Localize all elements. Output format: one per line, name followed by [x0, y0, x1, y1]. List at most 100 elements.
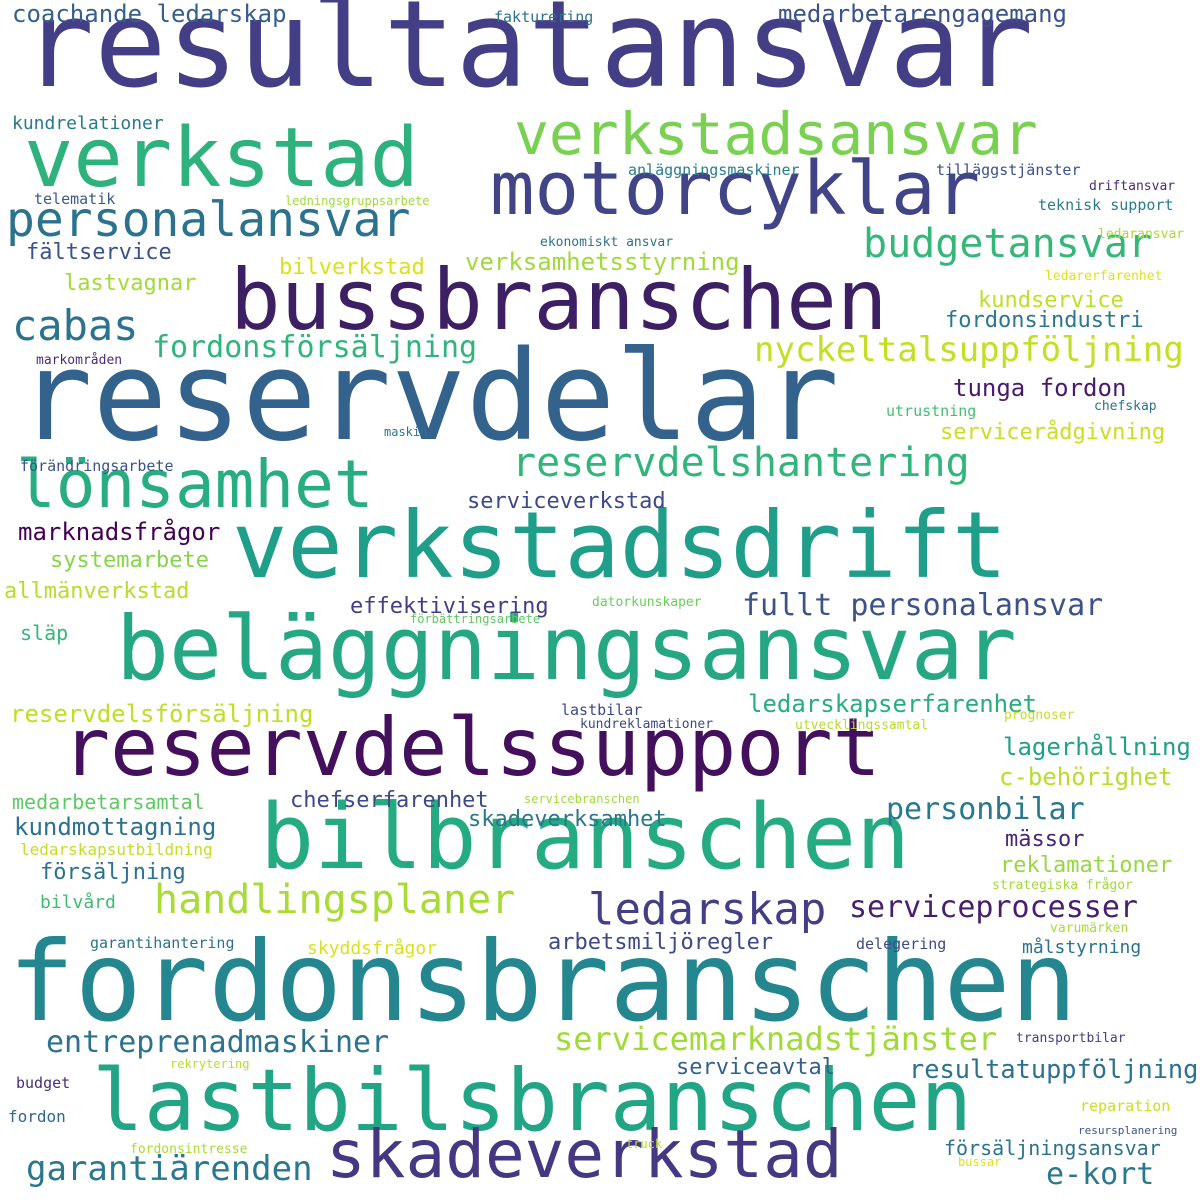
word: teknisk support: [1038, 196, 1174, 214]
word: reparation: [1080, 1097, 1171, 1115]
word: beläggningsansvar: [116, 597, 1017, 700]
word: bilbranschen: [260, 785, 911, 890]
word: varumärken: [1050, 921, 1129, 936]
word: delegering: [856, 935, 947, 953]
word: arbetsmiljöregler: [548, 930, 774, 955]
word: serviceavtal: [676, 1055, 835, 1080]
word: försäljning: [40, 860, 186, 885]
word: garantiärenden: [26, 1149, 313, 1189]
word: e-kort: [1046, 1157, 1155, 1192]
word: cabas: [12, 301, 139, 350]
word: motorcyklar: [490, 146, 981, 232]
word: förändringsarbete: [20, 457, 174, 475]
word: lagerhållning: [1003, 733, 1191, 761]
word: ledarerfarenhet: [1045, 269, 1163, 284]
word: fältservice: [26, 240, 172, 265]
word: prognoser: [1004, 708, 1075, 723]
word: reklamationer: [1000, 853, 1173, 878]
word: effektivisering: [350, 594, 549, 619]
word: verkstadsansvar: [514, 100, 1038, 168]
word: resultatuppföljning: [909, 1055, 1199, 1085]
word: utrustning: [886, 402, 977, 420]
word: transportbilar: [1016, 1031, 1126, 1046]
word: fordonsindustri: [945, 308, 1144, 333]
word: verkstad: [24, 111, 419, 206]
word: personbilar: [886, 792, 1085, 827]
word: handlingsplaner: [154, 877, 516, 923]
word: bussar: [958, 1155, 1002, 1169]
word: marknadsfrågor: [18, 518, 221, 546]
word: budget: [16, 1074, 71, 1092]
word: truck: [626, 1137, 663, 1151]
word: verksamhetsstyrning: [465, 248, 740, 276]
word: ledarskapserfarenhet: [748, 690, 1037, 718]
word: skadeverksamhet: [468, 807, 667, 832]
word: lönsamhet: [16, 446, 374, 523]
word: garantihantering: [90, 934, 235, 952]
word: medarbetarengagemang: [778, 0, 1067, 28]
word: maskin: [384, 425, 428, 439]
word: kundrelationer: [12, 113, 164, 134]
word: reservdelshantering: [512, 440, 970, 486]
word: fullt personalansvar: [742, 588, 1104, 623]
word: reservdelsförsäljning: [10, 700, 314, 728]
word: lastbilsbranschen: [92, 1051, 973, 1151]
word: ledarskap: [588, 884, 827, 935]
word: serviceprocesser: [849, 890, 1138, 925]
word: skadeverkstad: [326, 1116, 843, 1193]
word: lastvagnar: [64, 271, 197, 296]
word: servicerådgivning: [940, 420, 1166, 445]
word: rekrytering: [170, 1057, 250, 1071]
word: datorkunskaper: [592, 595, 702, 610]
word: ledningsgruppsarbete: [285, 194, 430, 208]
word: ekonomiskt ansvar: [540, 235, 674, 250]
word: kundreklamationer: [580, 717, 714, 732]
word: utvecklingssamtal: [795, 718, 929, 733]
word: allmänverkstad: [4, 579, 190, 604]
word: anläggningsmaskiner: [628, 161, 800, 179]
word: mässor: [1005, 827, 1085, 852]
word: strategiska frågor: [992, 878, 1133, 893]
word: serviceverkstad: [467, 489, 666, 514]
word: fakturering: [494, 8, 594, 26]
word: fordonsintresse: [130, 1142, 248, 1157]
word: resultatansvar: [22, 0, 1034, 115]
word: coachande ledarskap: [12, 0, 287, 28]
word: servicebranschen: [524, 792, 640, 806]
word: systemarbete: [50, 548, 209, 573]
word: ledaransvar: [1098, 227, 1185, 242]
word: nyckeltalsuppföljning: [754, 330, 1184, 370]
word: telematik: [34, 190, 116, 208]
word: kundmottagning: [14, 813, 217, 841]
word: bilvård: [40, 892, 116, 913]
word: c-behörighet: [999, 763, 1173, 791]
word: skyddsfrågor: [307, 938, 438, 959]
word: personalansvar: [6, 192, 411, 248]
word: entreprenadmaskiner: [46, 1025, 390, 1060]
word: reservdelssupport: [62, 701, 881, 794]
word: budgetansvar: [863, 221, 1152, 267]
word: bilverkstad: [279, 255, 425, 280]
word: markområden: [36, 353, 123, 368]
word: ledarskapsutbildning: [20, 840, 213, 859]
word: tunga fordon: [953, 374, 1127, 402]
word: släp: [20, 621, 69, 645]
word: målstyrning: [1022, 937, 1142, 958]
word: bussbranschen: [230, 251, 888, 349]
word: servicemarknadstjänster: [554, 1020, 998, 1058]
word: fordonsbranschen: [8, 918, 1078, 1047]
word: fordon: [8, 1107, 66, 1126]
word: chefserfarenhet: [290, 788, 489, 813]
word: resursplanering: [1078, 1124, 1178, 1137]
word: fordonsförsäljning: [152, 330, 478, 365]
word: medarbetarsamtal: [12, 790, 205, 814]
word: kundservice: [978, 288, 1124, 313]
word: driftansvar: [1089, 179, 1176, 194]
word: chefskap: [1094, 399, 1157, 414]
word: förbättringsarbete: [410, 612, 541, 626]
word: försäljningsansvar: [944, 1136, 1161, 1160]
word: verkstadsdrift: [232, 492, 1008, 599]
word: reservdelar: [18, 325, 840, 469]
word: lastbilar: [561, 701, 643, 719]
